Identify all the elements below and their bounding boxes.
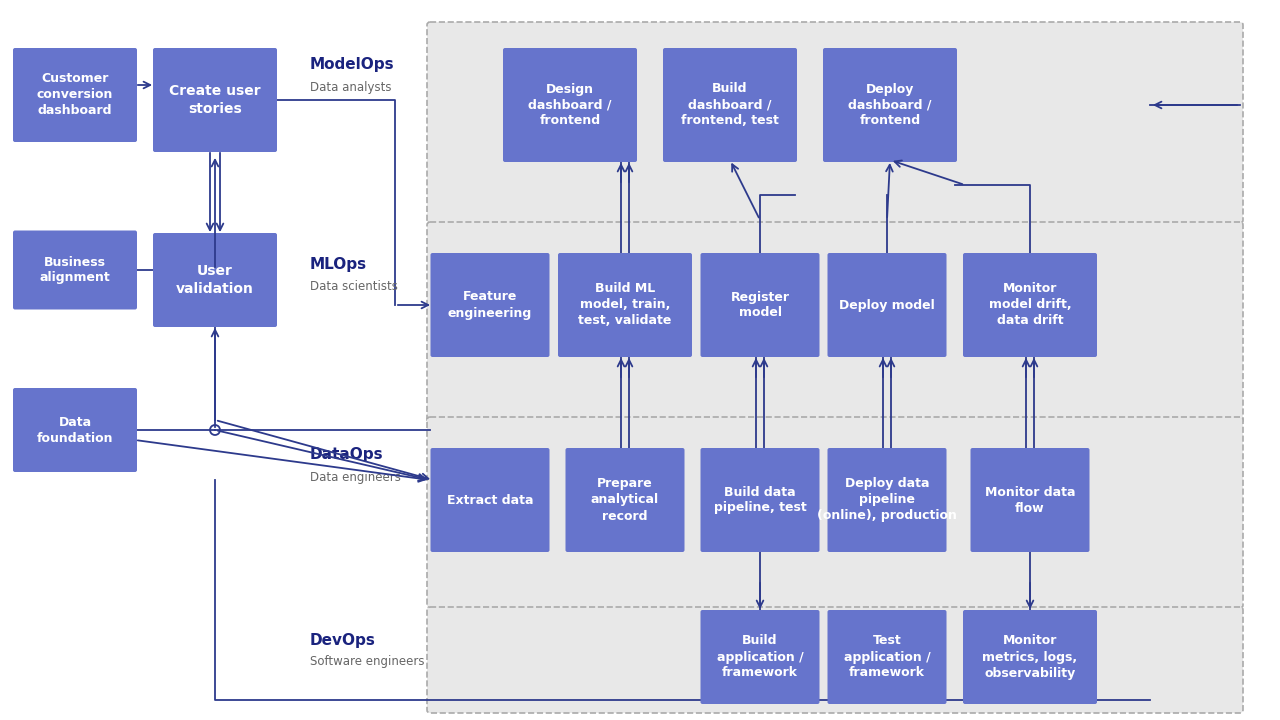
FancyBboxPatch shape [963, 610, 1097, 704]
Text: Monitor
model drift,
data drift: Monitor model drift, data drift [988, 282, 1071, 328]
FancyBboxPatch shape [430, 253, 549, 357]
Text: Register
model: Register model [731, 290, 790, 320]
Text: MLOps: MLOps [310, 258, 367, 272]
Text: Data engineers: Data engineers [310, 470, 401, 484]
FancyBboxPatch shape [558, 253, 692, 357]
Text: ModelOps: ModelOps [310, 58, 394, 73]
FancyBboxPatch shape [13, 388, 137, 472]
Text: User
validation: User validation [177, 264, 253, 296]
FancyBboxPatch shape [827, 610, 946, 704]
FancyBboxPatch shape [663, 48, 797, 162]
FancyBboxPatch shape [970, 448, 1089, 552]
FancyBboxPatch shape [566, 448, 685, 552]
FancyBboxPatch shape [827, 448, 946, 552]
FancyBboxPatch shape [503, 48, 637, 162]
FancyBboxPatch shape [13, 230, 137, 310]
Text: Build
dashboard /
frontend, test: Build dashboard / frontend, test [681, 83, 780, 127]
Text: DevOps: DevOps [310, 632, 376, 647]
Text: Test
application /
framework: Test application / framework [844, 634, 931, 680]
FancyBboxPatch shape [13, 48, 137, 142]
FancyBboxPatch shape [700, 448, 819, 552]
Text: Design
dashboard /
frontend: Design dashboard / frontend [529, 83, 612, 127]
Text: Create user
stories: Create user stories [169, 84, 261, 116]
Text: Deploy data
pipeline
(online), production: Deploy data pipeline (online), productio… [817, 477, 957, 523]
Text: Business
alignment: Business alignment [40, 256, 110, 284]
FancyBboxPatch shape [700, 253, 819, 357]
Text: Monitor data
flow: Monitor data flow [984, 485, 1075, 515]
FancyBboxPatch shape [428, 22, 1243, 223]
Text: Customer
conversion
dashboard: Customer conversion dashboard [37, 73, 113, 117]
FancyBboxPatch shape [700, 610, 819, 704]
FancyBboxPatch shape [154, 233, 276, 327]
Text: Build data
pipeline, test: Build data pipeline, test [714, 485, 806, 515]
FancyBboxPatch shape [430, 448, 549, 552]
Text: Build ML
model, train,
test, validate: Build ML model, train, test, validate [579, 282, 672, 328]
Text: Data scientists: Data scientists [310, 281, 398, 294]
FancyBboxPatch shape [823, 48, 957, 162]
Text: Monitor
metrics, logs,
observability: Monitor metrics, logs, observability [983, 634, 1078, 680]
Text: Feature
engineering: Feature engineering [448, 290, 532, 320]
FancyBboxPatch shape [827, 253, 946, 357]
Text: Deploy model: Deploy model [840, 299, 934, 312]
Text: Build
application /
framework: Build application / framework [717, 634, 804, 680]
Text: Software engineers: Software engineers [310, 655, 425, 668]
Text: Prepare
analytical
record: Prepare analytical record [591, 477, 659, 523]
Text: Deploy
dashboard /
frontend: Deploy dashboard / frontend [849, 83, 932, 127]
FancyBboxPatch shape [963, 253, 1097, 357]
Text: Extract data: Extract data [447, 493, 534, 506]
FancyBboxPatch shape [428, 417, 1243, 608]
Text: DataOps: DataOps [310, 448, 384, 462]
FancyBboxPatch shape [428, 222, 1243, 423]
FancyBboxPatch shape [154, 48, 276, 152]
FancyBboxPatch shape [428, 607, 1243, 713]
Text: Data analysts: Data analysts [310, 81, 392, 94]
Text: Data
foundation: Data foundation [37, 415, 113, 444]
